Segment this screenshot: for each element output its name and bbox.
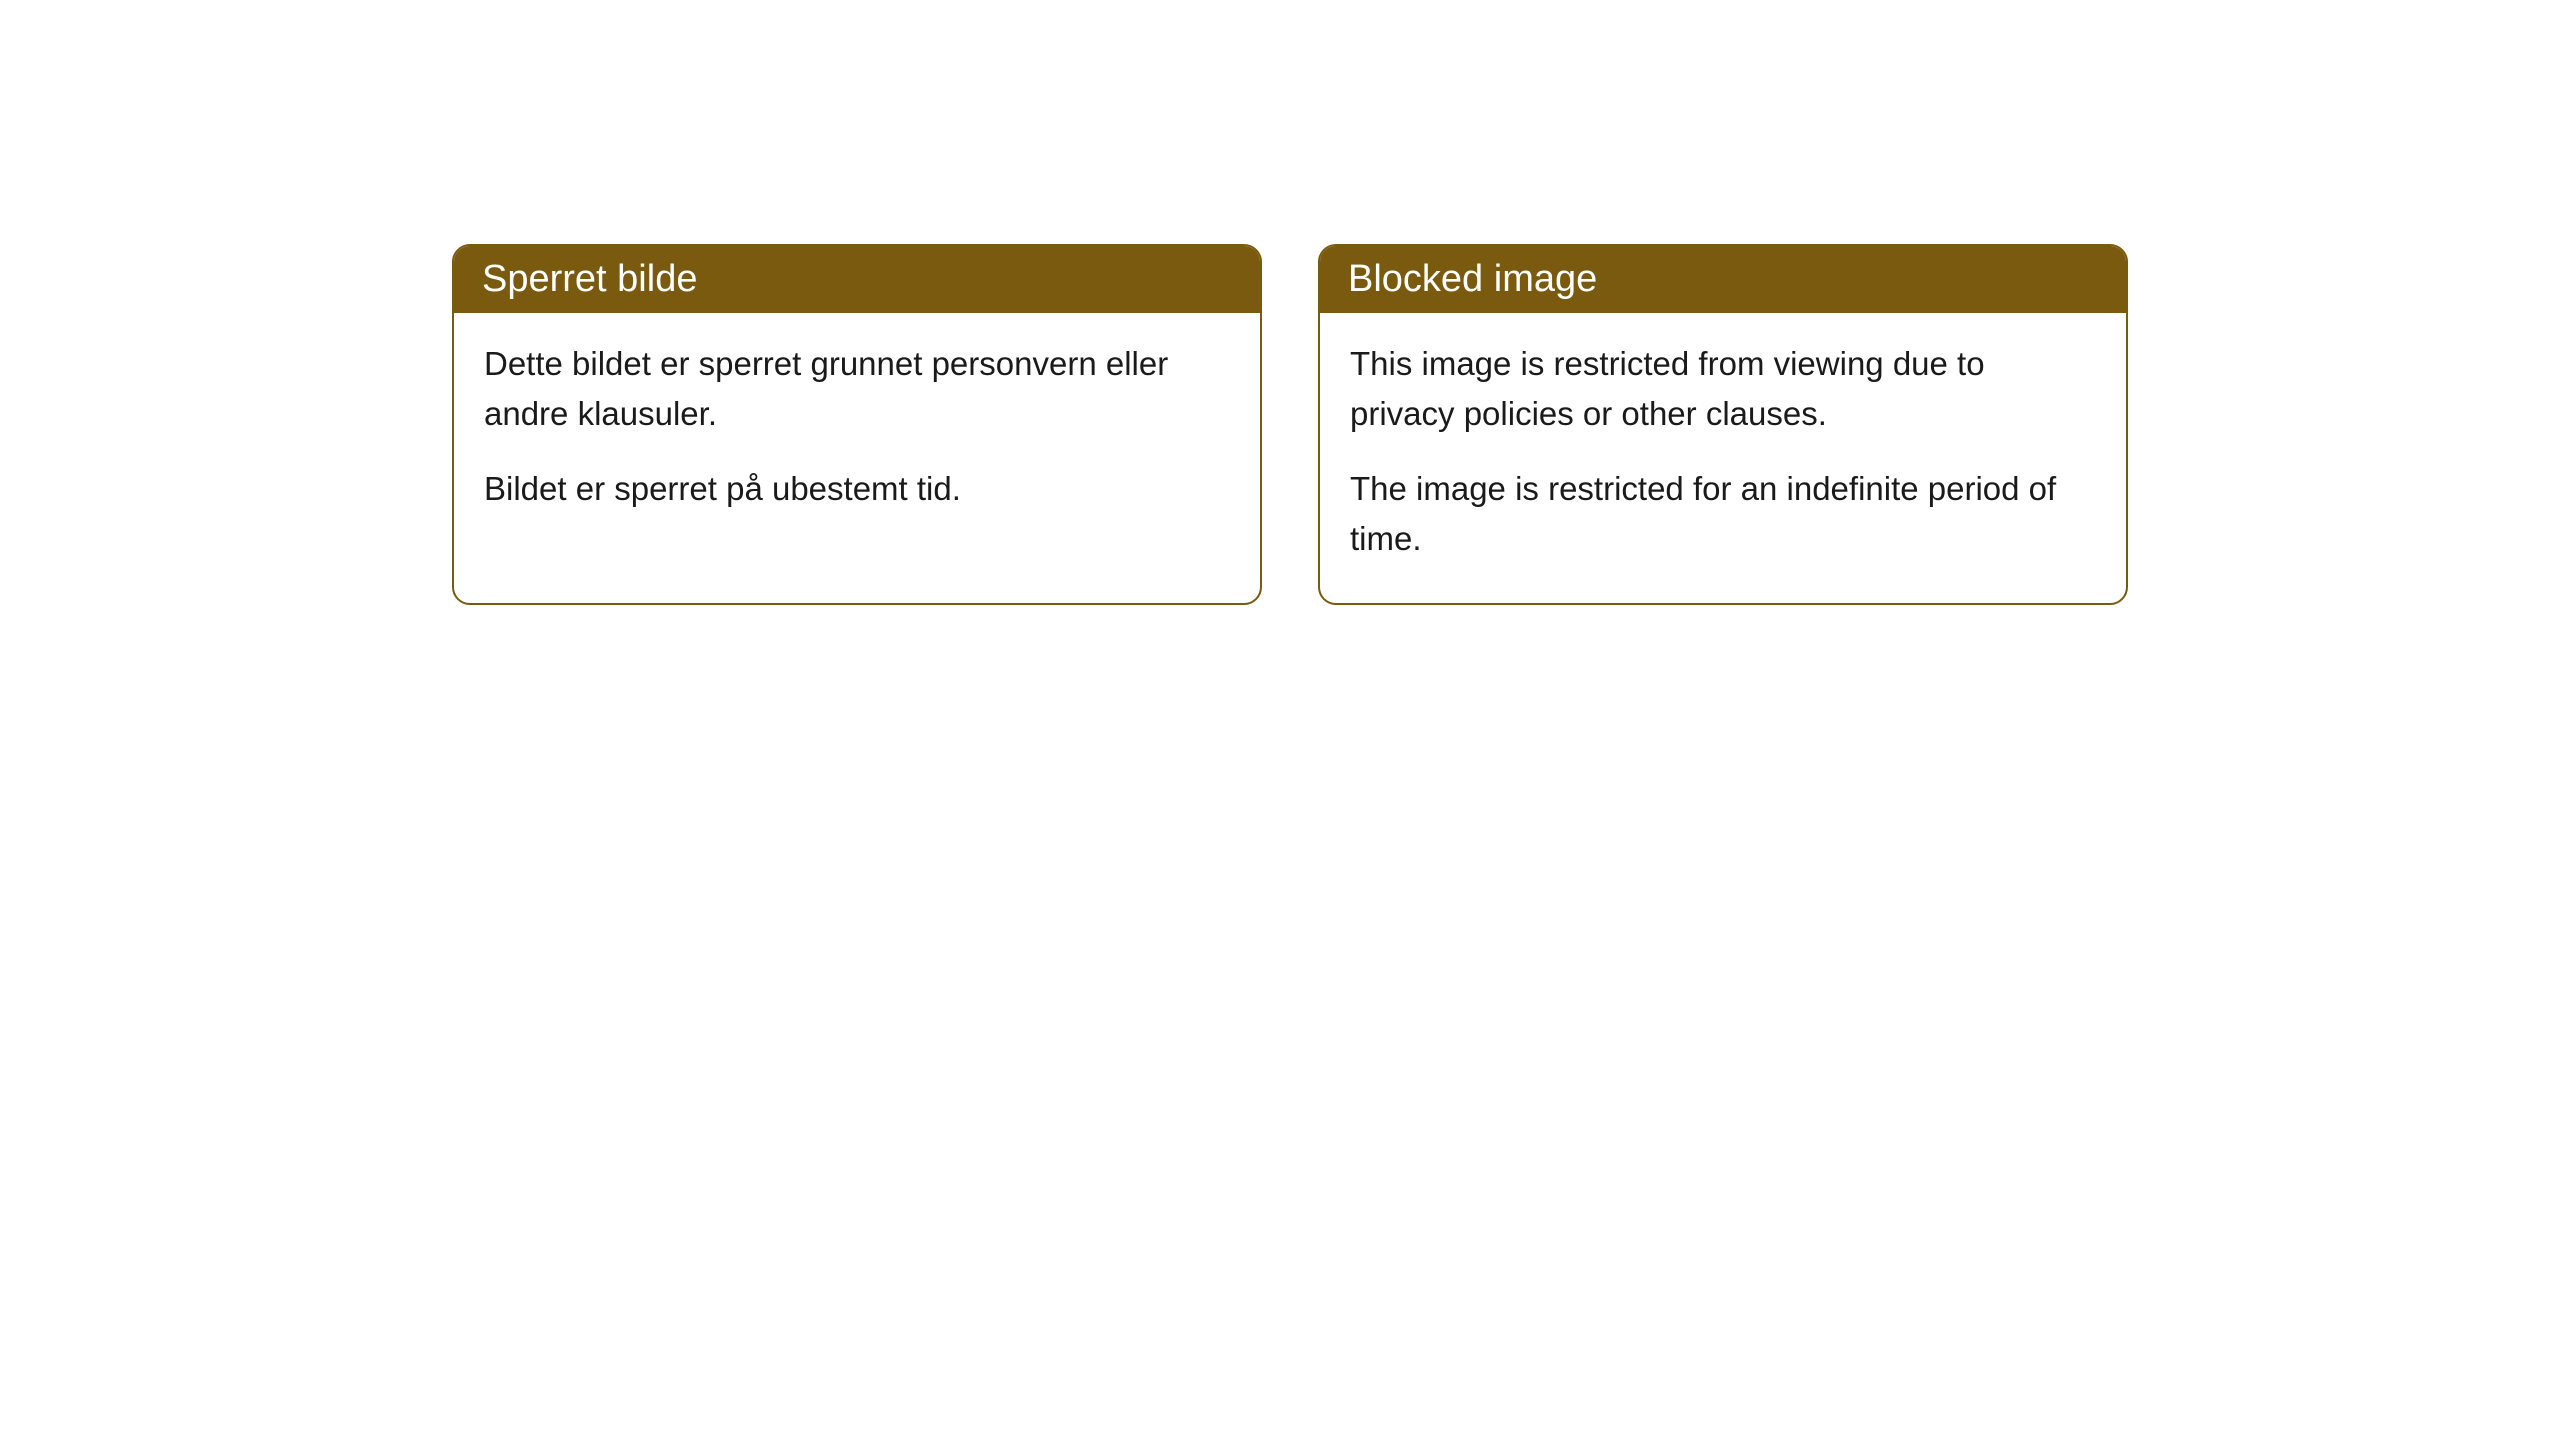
blocked-image-card-english: Blocked image This image is restricted f… <box>1318 244 2128 605</box>
blocked-image-card-norwegian: Sperret bilde Dette bildet er sperret gr… <box>452 244 1262 605</box>
notice-container: Sperret bilde Dette bildet er sperret gr… <box>0 0 2560 605</box>
card-header-english: Blocked image <box>1320 246 2126 313</box>
card-paragraph: This image is restricted from viewing du… <box>1350 339 2096 438</box>
card-paragraph: Dette bildet er sperret grunnet personve… <box>484 339 1230 438</box>
card-body-norwegian: Dette bildet er sperret grunnet personve… <box>454 313 1260 554</box>
card-paragraph: Bildet er sperret på ubestemt tid. <box>484 464 1230 514</box>
card-body-english: This image is restricted from viewing du… <box>1320 313 2126 603</box>
card-header-norwegian: Sperret bilde <box>454 246 1260 313</box>
card-paragraph: The image is restricted for an indefinit… <box>1350 464 2096 563</box>
